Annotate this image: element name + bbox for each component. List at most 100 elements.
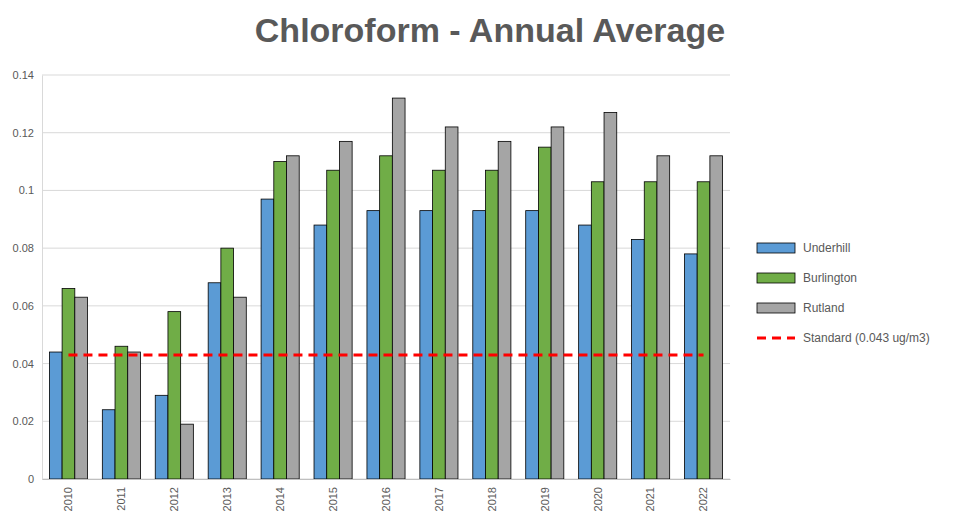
x-tick-label: 2011 [115,487,127,511]
legend-label: Standard (0.043 ug/m3) [803,331,930,345]
y-tick-label: 0.08 [13,242,34,254]
x-tick-label: 2014 [274,487,286,511]
y-tick-label: 0.1 [19,184,34,196]
bar [208,283,221,479]
legend-swatch [757,337,795,340]
chart-container: Chloroform - Annual Average 0 0.02 0.04 0.06… [0,0,962,526]
x-tick: 2015 [327,479,339,511]
legend: Underhill Burlington Rutland Standard (0.04… [757,241,930,345]
bar [367,211,380,479]
bar [420,211,433,479]
x-axis-line [43,479,731,480]
x-tick-label: 2010 [62,487,74,511]
x-tick-label: 2018 [486,487,498,511]
y-axis-line [42,76,43,480]
chart-svg: Chloroform - Annual Average 0 0.02 0.04 0.06… [0,0,962,526]
legend-item: Burlington [757,271,857,285]
bar [155,395,168,479]
x-tick-label: 2020 [592,487,604,511]
legend-label: Underhill [803,241,850,255]
legend-swatch [757,273,795,283]
bar [168,312,181,479]
bar [49,352,62,479]
bar [657,156,670,479]
bar [261,199,274,479]
x-tick: 2017 [433,479,445,511]
x-tick: 2013 [221,479,233,511]
legend-label: Burlington [803,271,857,285]
y-tick: 0.12 [13,127,42,139]
bar [392,98,405,479]
y-axis: 0 0.02 0.04 0.06 0.08 0.1 0.12 0.14 [13,69,43,485]
y-tick-label: 0.02 [13,415,34,427]
y-tick-label: 0 [28,473,34,485]
x-tick-label: 2021 [644,487,656,511]
bar [62,289,75,479]
bar [314,225,327,479]
bar [339,141,352,479]
bar [287,156,300,479]
bar [632,239,645,479]
bar-series [75,98,723,479]
bar [128,352,141,479]
grid-line [42,75,730,76]
bar [445,127,458,479]
x-tick: 2016 [380,479,392,511]
x-tick: 2021 [644,479,656,511]
bar [75,297,88,479]
y-tick: 0.04 [13,358,42,370]
bar [181,424,194,479]
y-tick-label: 0.14 [13,69,34,81]
x-tick-label: 2017 [433,487,445,511]
bar [604,113,617,479]
bar [579,225,592,479]
bar [274,162,287,479]
x-tick-label: 2022 [697,487,709,511]
bar [710,156,723,479]
bar [485,170,498,479]
x-tick-label: 2012 [168,487,180,511]
y-tick-label: 0.04 [13,358,34,370]
legend-item: Rutland [757,301,844,315]
x-tick: 2010 [62,479,74,511]
x-axis: 2010 2011 2012 2013 2014 2015 2016 2017 2018 2019… [43,479,731,511]
y-tick: 0.08 [13,242,42,254]
legend-swatch [757,243,795,253]
y-tick: 0.14 [13,69,42,81]
x-tick: 2012 [168,479,180,511]
bar [234,297,247,479]
y-tick-label: 0.12 [13,127,34,139]
legend-swatch [757,303,795,313]
bar [538,147,551,479]
plot-marks [49,98,722,479]
x-tick-label: 2015 [327,487,339,511]
x-tick: 2019 [539,479,551,511]
x-tick: 2014 [274,479,286,511]
y-tick: 0.02 [13,415,42,427]
chart-title: Chloroform - Annual Average [255,11,725,49]
line-series [68,353,703,356]
x-tick: 2020 [592,479,604,511]
legend-item: Standard (0.043 ug/m3) [757,331,930,345]
bar [684,254,697,479]
y-tick: 0.06 [13,300,42,312]
bar [115,346,128,479]
x-tick: 2018 [486,479,498,511]
bar [433,170,446,479]
bar [473,211,486,479]
x-tick: 2011 [115,479,127,511]
bar [498,141,511,479]
bar [327,170,340,479]
x-tick-label: 2016 [380,487,392,511]
bar [551,127,564,479]
legend-label: Rutland [803,301,844,315]
x-tick-label: 2019 [539,487,551,511]
bar [526,211,539,479]
bar [644,182,657,479]
y-tick: 0.1 [19,184,42,196]
y-tick-label: 0.06 [13,300,34,312]
x-tick: 2022 [697,479,709,511]
bar [102,410,115,479]
y-tick: 0 [28,473,42,485]
bar [591,182,604,479]
